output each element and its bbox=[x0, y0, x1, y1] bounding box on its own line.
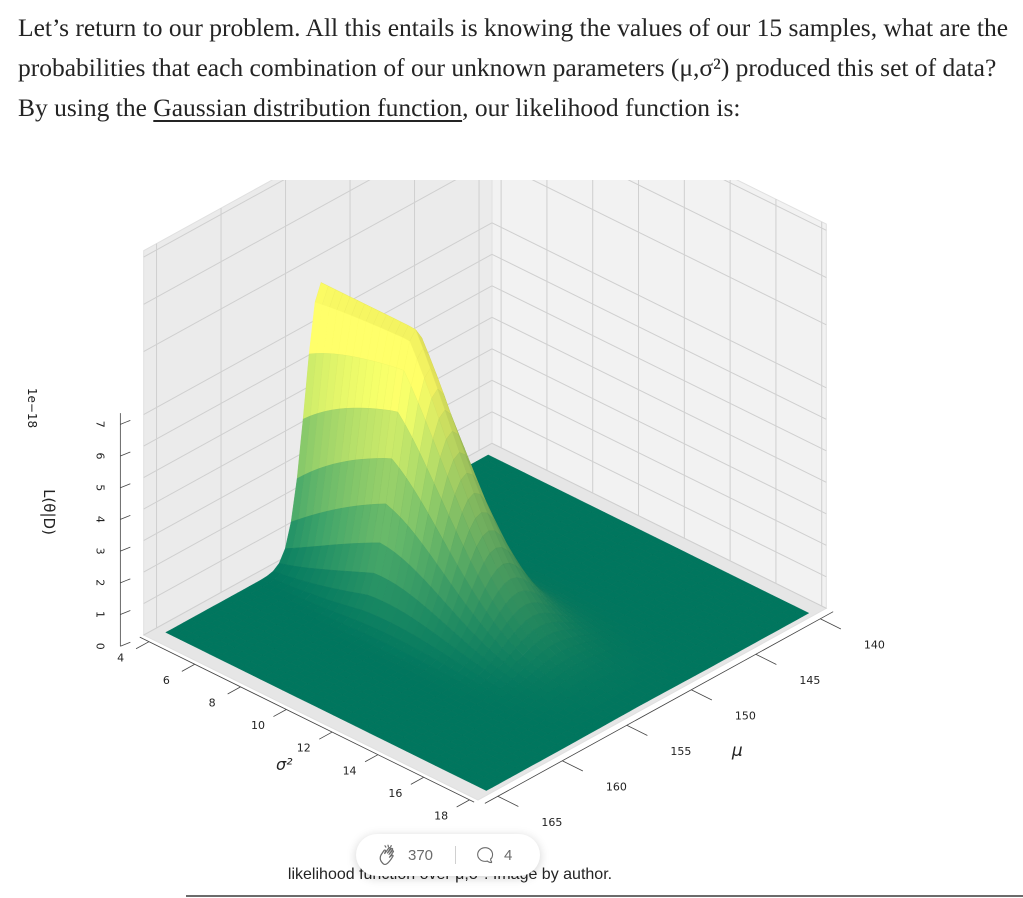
sigma-tick-label: 18 bbox=[434, 809, 448, 822]
responses-button[interactable]: 4 bbox=[474, 844, 512, 866]
z-tick-3 bbox=[120, 546, 131, 552]
clap-icon bbox=[379, 844, 395, 866]
sigma-tick-label: 8 bbox=[209, 696, 216, 709]
sigma-tick-label: 4 bbox=[117, 651, 124, 664]
sigma-tick-label: 12 bbox=[297, 742, 311, 755]
mu-tick-label: 165 bbox=[541, 816, 562, 829]
likelihood-surface-plot: 4681012141618σ²140145150155160165μ012345… bbox=[25, 180, 885, 829]
mu-axis-line bbox=[484, 611, 834, 804]
gridline-z-a-2 bbox=[491, 379, 827, 546]
mu-tick-label: 140 bbox=[864, 639, 885, 652]
sigma-tick-12 bbox=[319, 731, 333, 740]
z-axis-label: L(θ|D) bbox=[40, 489, 58, 535]
sigma-tick-16 bbox=[410, 776, 424, 785]
response-count: 4 bbox=[504, 846, 513, 864]
z-tick-label: 0 bbox=[93, 643, 106, 650]
likelihood-surface-figure: 4 6 8 10 12 14 16 18 σ² 140 145 150 155 160 165 μ 0 1 2 3 4 5… bbox=[0, 180, 1023, 870]
gridline-z-a-5 bbox=[491, 285, 827, 452]
z-tick-label: 2 bbox=[93, 579, 106, 586]
axis-lines bbox=[119, 413, 842, 808]
mu-tick-150 bbox=[691, 689, 713, 701]
mu-tick-label: 150 bbox=[735, 710, 756, 723]
gridline-z-a-3 bbox=[491, 348, 827, 515]
engagement-bar: 370 4 bbox=[356, 834, 540, 876]
paragraph-text-end: , our likelihood function is: bbox=[462, 93, 741, 122]
z-tick-7 bbox=[120, 419, 131, 425]
sigma-axis-label: σ² bbox=[276, 755, 293, 774]
comment-bubble-icon bbox=[477, 847, 494, 864]
gridline-z-a-7 bbox=[491, 222, 827, 389]
gridline-z-a-0 bbox=[491, 442, 827, 609]
gridline-high-b bbox=[143, 180, 285, 258]
z-tick-label: 4 bbox=[93, 516, 106, 523]
mu-tick-145 bbox=[755, 653, 777, 665]
z-tick-label: 7 bbox=[93, 421, 106, 428]
z-tick-1 bbox=[120, 610, 131, 615]
gridline-high-b bbox=[143, 180, 371, 305]
mu-tick-label: 155 bbox=[670, 745, 691, 758]
mu-tick-160 bbox=[562, 760, 584, 772]
sigma-tick-6 bbox=[181, 663, 195, 672]
z-tick-0 bbox=[120, 641, 131, 647]
gridline-z-a-4 bbox=[491, 316, 827, 483]
axis-labels: 4681012141618σ²140145150155160165μ012345… bbox=[25, 388, 885, 829]
clap-count: 370 bbox=[408, 846, 434, 864]
gridline-z-a-1 bbox=[491, 411, 827, 578]
bottom-rule bbox=[186, 895, 1023, 897]
article-paragraph: Let’s return to our problem. All this en… bbox=[18, 8, 1018, 128]
likelihood-surface bbox=[165, 282, 810, 791]
paragraph-text-start: Let’s return to our problem. All this en… bbox=[18, 13, 1009, 122]
z-tick-label: 1 bbox=[93, 611, 106, 618]
mu-tick-165 bbox=[497, 795, 519, 807]
sigma-tick-18 bbox=[456, 799, 470, 808]
clap-button[interactable]: 370 bbox=[376, 843, 433, 867]
sigma-tick-14 bbox=[364, 754, 379, 763]
z-tick-label: 5 bbox=[93, 484, 106, 491]
z-tick-2 bbox=[120, 578, 131, 584]
gridline-z-a-6 bbox=[491, 253, 827, 420]
mu-tick-140 bbox=[820, 618, 842, 630]
mu-tick-155 bbox=[626, 724, 648, 736]
sigma-tick-label: 16 bbox=[388, 787, 402, 800]
sigma-tick-label: 14 bbox=[343, 764, 357, 777]
sigma-tick-label: 6 bbox=[163, 674, 170, 687]
z-tick-label: 3 bbox=[93, 548, 106, 555]
gridline-high-a bbox=[531, 180, 827, 326]
gridline-high-a bbox=[723, 180, 827, 231]
mu-tick-label: 160 bbox=[606, 781, 627, 794]
z-tick-6 bbox=[120, 451, 131, 457]
surface-patch bbox=[478, 783, 493, 791]
z-tick-label: 6 bbox=[93, 453, 106, 460]
gridline-high-a bbox=[627, 180, 827, 278]
gridline-high-b bbox=[143, 180, 457, 352]
gaussian-distribution-link[interactable]: Gaussian distribution function bbox=[153, 93, 463, 122]
sigma-axis-line bbox=[139, 636, 475, 803]
sigma-tick-4 bbox=[135, 641, 150, 650]
z-tick-5 bbox=[120, 483, 131, 489]
mu-tick-label: 145 bbox=[799, 674, 820, 687]
z-axis-offset-label: 1e−18 bbox=[25, 388, 39, 428]
sigma-tick-10 bbox=[273, 709, 287, 717]
sigma-tick-label: 10 bbox=[251, 719, 265, 732]
z-tick-4 bbox=[120, 515, 131, 520]
mu-axis-label: μ bbox=[731, 741, 743, 761]
sigma-tick-8 bbox=[227, 686, 241, 695]
engagement-divider bbox=[455, 846, 457, 864]
